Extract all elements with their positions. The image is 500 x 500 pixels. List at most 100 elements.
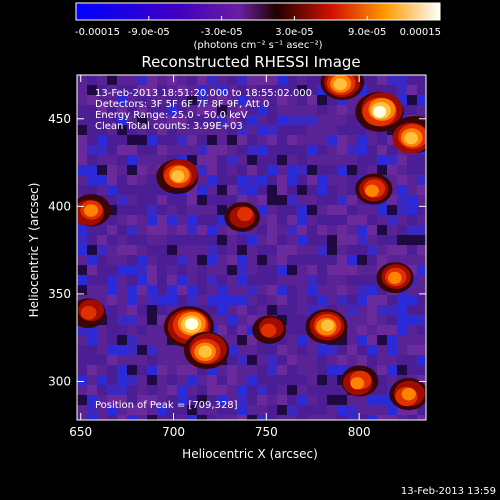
heatmap-cell xyxy=(147,375,158,386)
heatmap-cell xyxy=(277,175,288,186)
heatmap-cell xyxy=(307,285,318,296)
heatmap-cell xyxy=(127,345,138,356)
heatmap-cell xyxy=(367,245,378,256)
heatmap-cell xyxy=(387,165,398,176)
heatmap-cell xyxy=(267,215,278,226)
heatmap-cell xyxy=(277,95,288,106)
heatmap-cell xyxy=(127,305,138,316)
heatmap-cell xyxy=(257,105,268,116)
heatmap-cell xyxy=(147,95,158,106)
heatmap-cell xyxy=(257,345,268,356)
heatmap-cell xyxy=(347,225,358,236)
heatmap-cell xyxy=(117,335,128,346)
heatmap-cell xyxy=(387,345,398,356)
heatmap-cell xyxy=(87,285,98,296)
heatmap-cell xyxy=(367,325,378,336)
heatmap-cell xyxy=(297,345,308,356)
timestamp: 13-Feb-2013 13:59 xyxy=(401,486,496,497)
heatmap-cell xyxy=(347,295,358,306)
heatmap-cell xyxy=(167,285,178,296)
heatmap-cell xyxy=(277,345,288,356)
heatmap-cell xyxy=(347,255,358,266)
heatmap-cell xyxy=(377,245,388,256)
heatmap-cell xyxy=(117,215,128,226)
heatmap-cell xyxy=(277,265,288,276)
heatmap-cell xyxy=(187,155,198,166)
heatmap-cell xyxy=(397,315,408,326)
heatmap-cell xyxy=(97,165,108,176)
heatmap-cell xyxy=(297,235,308,246)
heatmap-cell xyxy=(107,205,118,216)
heatmap-cell xyxy=(107,215,118,226)
heatmap-cell xyxy=(107,255,118,266)
heatmap-cell xyxy=(197,265,208,276)
heatmap-cell xyxy=(137,225,148,236)
heatmap-cell xyxy=(147,185,158,196)
heatmap-cell xyxy=(347,135,358,146)
heatmap-cell xyxy=(277,75,288,86)
heatmap-cell xyxy=(357,275,368,286)
heatmap-cell xyxy=(317,135,328,146)
heatmap-cell xyxy=(367,145,378,156)
heatmap-cell xyxy=(327,385,338,396)
heatmap-cell xyxy=(307,395,318,406)
heatmap-cell xyxy=(197,235,208,246)
heatmap-cell xyxy=(107,265,118,276)
heatmap-cell xyxy=(317,345,328,356)
heatmap-cell xyxy=(297,145,308,156)
heatmap-cell xyxy=(407,255,418,266)
heatmap-cell xyxy=(227,155,238,166)
heatmap-cell xyxy=(137,285,148,296)
heatmap-cell xyxy=(237,135,248,146)
heatmap-cell xyxy=(207,295,218,306)
heatmap-cell xyxy=(297,105,308,116)
heatmap-cell xyxy=(77,225,88,236)
heatmap-cell xyxy=(307,235,318,246)
heatmap-cell xyxy=(107,95,118,106)
heatmap-cell xyxy=(227,395,238,406)
heatmap-cell xyxy=(277,295,288,306)
heatmap-cell xyxy=(187,415,198,420)
heatmap-cell xyxy=(107,225,118,236)
heatmap-cell xyxy=(397,245,408,256)
heatmap-cell xyxy=(227,285,238,296)
heatmap-cell xyxy=(87,415,98,420)
heatmap-cell xyxy=(407,285,418,296)
heatmap-cell xyxy=(187,125,198,136)
heatmap-cell xyxy=(107,315,118,326)
heatmap-cell xyxy=(337,135,348,146)
heatmap-cell xyxy=(277,205,288,216)
heatmap-cell xyxy=(417,195,426,206)
heatmap-cell xyxy=(117,295,128,306)
hot-region xyxy=(320,75,365,101)
heatmap-cell xyxy=(267,405,278,416)
heatmap-cell xyxy=(77,385,88,396)
heatmap-cell xyxy=(147,395,158,406)
heatmap-cell xyxy=(177,415,188,420)
hot-region xyxy=(341,365,379,397)
heatmap-cell xyxy=(357,255,368,266)
heatmap-cell xyxy=(207,385,218,396)
heatmap-cell xyxy=(137,335,148,346)
heatmap-cell xyxy=(307,385,318,396)
heatmap-cell xyxy=(347,415,358,420)
heatmap-cell xyxy=(147,225,158,236)
heatmap-cell xyxy=(407,245,418,256)
heatmap-cell xyxy=(207,275,218,286)
heatmap-cell xyxy=(117,265,128,276)
heatmap-cell xyxy=(147,385,158,396)
heatmap-cell xyxy=(167,135,178,146)
heatmap-cell xyxy=(367,315,378,326)
heatmap-cell xyxy=(337,295,348,306)
heatmap-cell xyxy=(287,215,298,226)
heatmap-cell xyxy=(407,335,418,346)
heatmap-cell xyxy=(127,175,138,186)
heatmap-cell xyxy=(227,305,238,316)
heatmap-cell xyxy=(277,255,288,266)
heatmap-cell xyxy=(327,165,338,176)
heatmap-cell xyxy=(97,245,108,256)
heatmap-cell xyxy=(87,85,98,96)
heatmap-cell xyxy=(307,335,318,346)
heatmap-cell xyxy=(197,175,208,186)
colorbar-ticks xyxy=(75,16,441,20)
